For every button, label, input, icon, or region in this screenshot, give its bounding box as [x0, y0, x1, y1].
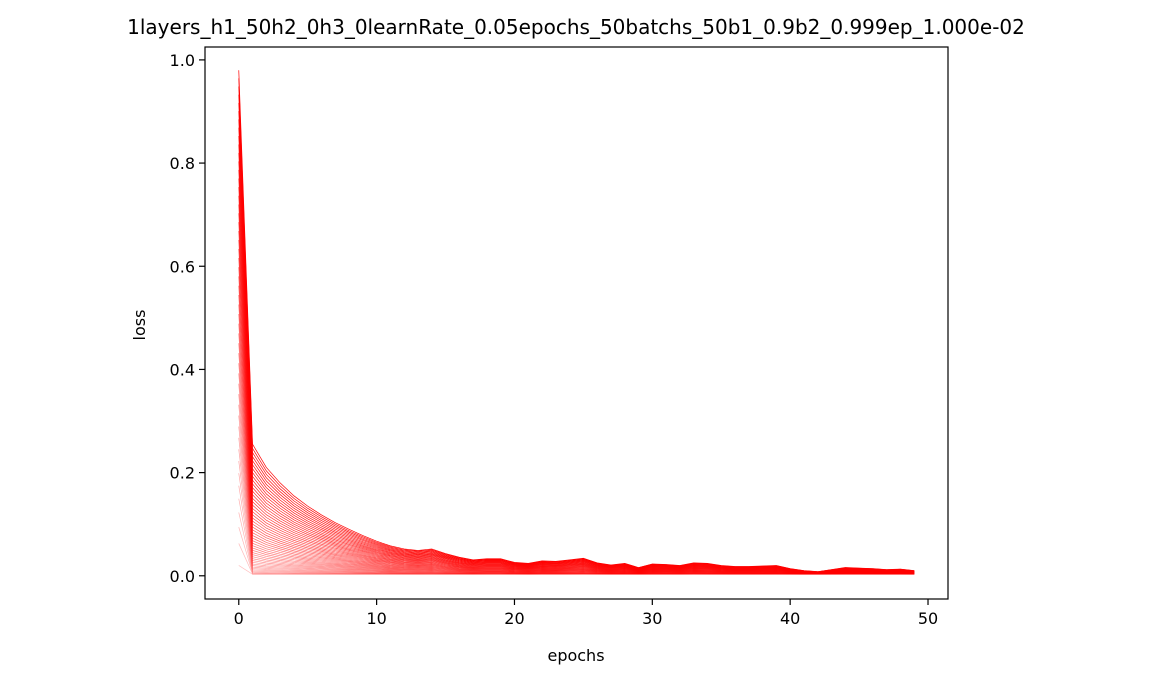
series-line: [238, 267, 915, 574]
y-axis-ticks: 0.0 0.2 0.4 0.6 0.8 1.0: [170, 51, 205, 586]
y-tick-label: 0.2: [170, 464, 195, 483]
series-line: [238, 230, 915, 574]
chart-title: 1layers_h1_50h2_0h3_0learnRate_0.05epoch…: [127, 15, 1025, 39]
series-line: [238, 415, 915, 575]
series-line: [238, 70, 915, 573]
series-line: [238, 437, 915, 575]
plot-frame: [204, 46, 949, 600]
series-line: [238, 353, 915, 575]
series-line: [238, 276, 915, 574]
series-line: [238, 426, 915, 575]
series-line: [238, 461, 915, 575]
series-line: [238, 333, 915, 575]
series-lines: [238, 70, 915, 575]
series-line: [238, 449, 915, 575]
x-tick-label: 10: [366, 609, 386, 628]
x-tick-label: 40: [780, 609, 800, 628]
series-line: [238, 136, 915, 573]
series-line: [238, 543, 915, 575]
x-tick-label: 50: [918, 609, 938, 628]
series-line: [238, 295, 915, 574]
series-line: [238, 304, 915, 574]
series-line: [238, 127, 915, 573]
series-line: [238, 152, 915, 573]
series-line: [238, 222, 915, 574]
series-line: [238, 144, 915, 573]
x-axis-ticks: 0 10 20 30 40 50: [234, 599, 938, 628]
series-line: [238, 213, 915, 574]
series-line: [238, 239, 915, 574]
series-line: [238, 111, 915, 573]
series-line: [238, 119, 915, 573]
x-axis-label: epochs: [547, 646, 604, 665]
series-line: [238, 258, 915, 574]
series-line: [238, 527, 915, 575]
series-line: [238, 78, 915, 573]
series-line: [238, 195, 915, 574]
series-line: [238, 285, 915, 574]
series-line: [238, 94, 915, 573]
y-tick-label: 0.0: [170, 567, 195, 586]
series-line: [238, 473, 915, 575]
series-line: [238, 169, 915, 573]
series-line: [238, 404, 915, 575]
y-tick-label: 0.4: [170, 360, 195, 379]
series-line: [238, 178, 915, 574]
series-line: [238, 161, 915, 573]
y-axis-label: loss: [130, 310, 149, 341]
y-tick-label: 0.6: [170, 257, 195, 276]
series-line: [238, 86, 915, 573]
x-tick-label: 0: [234, 609, 244, 628]
series-line: [238, 187, 915, 574]
series-line: [238, 485, 915, 575]
series-line: [238, 204, 915, 574]
x-tick-label: 30: [642, 609, 662, 628]
y-tick-label: 0.8: [170, 154, 195, 173]
series-line: [238, 248, 915, 574]
series-line: [238, 565, 915, 575]
series-line: [238, 512, 915, 575]
series-line: [238, 373, 915, 575]
x-tick-label: 20: [504, 609, 524, 628]
series-line: [238, 102, 915, 573]
series-line: [238, 498, 915, 575]
y-tick-label: 1.0: [170, 51, 195, 70]
series-line: [238, 363, 915, 575]
series-line: [238, 343, 915, 575]
